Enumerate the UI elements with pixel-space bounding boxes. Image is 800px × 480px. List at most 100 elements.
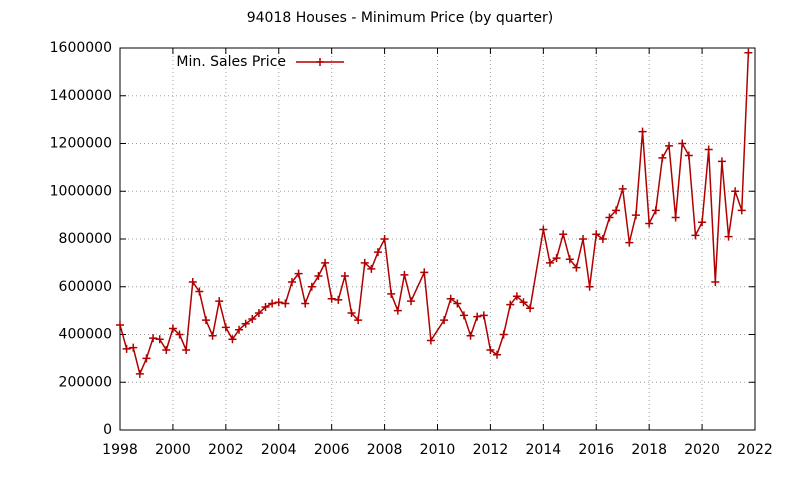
point-marker (631, 211, 640, 220)
point-marker (188, 277, 197, 286)
point-marker (129, 343, 138, 352)
point-marker (294, 269, 303, 278)
point-marker (691, 231, 700, 240)
x-tick-label: 2004 (261, 442, 297, 458)
point-marker (651, 206, 660, 215)
point-marker (122, 344, 131, 353)
point-marker (579, 235, 588, 243)
series-line (119, 52, 750, 377)
point-marker (268, 299, 277, 308)
point-marker (221, 323, 230, 332)
point-marker (367, 264, 376, 273)
point-marker (539, 225, 548, 234)
point-marker (162, 346, 171, 355)
point-marker (248, 314, 257, 323)
x-tick-label: 2008 (367, 442, 403, 458)
point-marker (354, 316, 363, 325)
point-marker (612, 206, 621, 215)
point-marker (314, 272, 323, 281)
point-marker (625, 238, 634, 247)
point-marker (565, 255, 574, 264)
point-marker (135, 369, 144, 378)
point-marker (724, 232, 733, 241)
point-marker (175, 330, 184, 339)
y-tick-label: 400000 (59, 327, 112, 343)
point-marker (645, 219, 654, 228)
point-marker (526, 304, 535, 313)
point-marker (340, 272, 349, 281)
point-marker (373, 248, 382, 257)
point-marker (281, 299, 290, 308)
point-marker (420, 268, 429, 277)
legend-label: Min. Sales Price (176, 54, 286, 70)
point-marker (737, 206, 746, 215)
point-marker (228, 335, 237, 344)
point-marker (334, 295, 343, 304)
y-tick-label: 1000000 (50, 183, 112, 199)
point-marker (155, 335, 164, 344)
point-marker (393, 306, 402, 315)
x-tick-label: 2014 (526, 442, 562, 458)
point-marker (552, 254, 561, 263)
y-tick-label: 800000 (59, 231, 112, 247)
x-tick-label: 2002 (208, 442, 244, 458)
point-marker (400, 270, 409, 279)
x-tick-label: 2010 (420, 442, 456, 458)
x-tick-label: 2020 (684, 442, 720, 458)
point-marker (446, 294, 455, 303)
point-marker (618, 184, 627, 193)
x-tick-label: 2012 (473, 442, 509, 458)
chart-title: 94018 Houses - Minimum Price (by quarter… (247, 10, 554, 26)
point-marker (254, 309, 263, 318)
point-marker (717, 157, 726, 166)
point-marker (301, 299, 310, 308)
point-marker (459, 311, 468, 320)
point-marker (235, 325, 244, 334)
point-marker (116, 320, 124, 329)
point-marker (592, 230, 601, 239)
point-marker (201, 316, 210, 325)
point-marker (195, 287, 204, 296)
point-marker (287, 277, 296, 286)
point-marker (387, 289, 396, 298)
point-marker (360, 258, 369, 267)
point-marker (678, 139, 687, 148)
y-tick-label: 600000 (59, 279, 112, 295)
point-marker (585, 282, 594, 291)
point-marker (605, 213, 614, 222)
point-marker (274, 298, 283, 307)
plot-frame (119, 47, 756, 431)
point-marker (684, 151, 693, 160)
x-tick-label: 2006 (314, 442, 350, 458)
x-tick-label: 2016 (578, 442, 614, 458)
point-marker (142, 354, 151, 363)
y-tick-label: 1200000 (50, 136, 112, 152)
point-marker (380, 235, 389, 243)
point-marker (698, 218, 707, 227)
point-marker (519, 298, 528, 307)
point-marker (665, 141, 674, 150)
point-marker (466, 331, 475, 340)
point-marker (241, 319, 250, 328)
point-marker (658, 153, 667, 162)
point-marker (499, 330, 508, 339)
legend-marker (316, 58, 324, 66)
point-marker (493, 350, 502, 359)
x-tick-label: 2000 (155, 442, 191, 458)
point-marker (473, 312, 482, 321)
point-marker (321, 258, 330, 267)
point-marker (671, 213, 680, 222)
point-marker (215, 297, 224, 306)
point-marker (426, 336, 435, 345)
x-tick-label: 2022 (737, 442, 773, 458)
point-marker (407, 297, 416, 306)
x-tick-label: 2018 (631, 442, 667, 458)
x-tick-label: 1998 (102, 442, 138, 458)
point-marker (512, 292, 521, 301)
point-marker (744, 48, 753, 57)
point-marker (598, 235, 607, 243)
y-tick-label: 1600000 (50, 40, 112, 56)
point-marker (168, 324, 177, 333)
point-marker (307, 282, 316, 291)
